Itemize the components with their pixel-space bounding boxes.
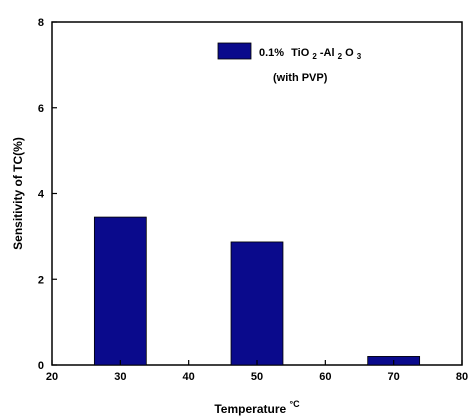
plot-area: 20 30 40 50 60 70 80 0 2 4 6 8 [38,17,468,383]
x-axis-ticks: 20 30 40 50 60 70 80 [46,360,468,383]
x-tick-label: 70 [388,371,400,383]
bar-30 [93,216,147,366]
legend-swatch [217,42,252,60]
legend-label-line1: 0.1% TiO 2 -Al 2 O 3 [259,47,362,62]
x-axis-title: Temperature °C [214,399,300,416]
x-tick-label: 20 [46,371,58,383]
y-axis-ticks: 0 2 4 6 8 [38,17,57,372]
y-tick-label: 6 [38,103,44,115]
x-tick-label: 60 [319,371,331,383]
y-tick-label: 8 [38,17,44,29]
y-tick-label: 4 [38,189,45,201]
y-tick-label: 2 [38,274,44,286]
x-tick-label: 80 [456,371,468,383]
legend-label-line2: (with PVP) [273,72,328,84]
x-tick-label: 30 [114,371,126,383]
x-tick-label: 50 [251,371,263,383]
bar-50 [230,241,284,366]
x-tick-label: 40 [183,371,195,383]
legend: 0.1% TiO 2 -Al 2 O 3 (with PVP) [217,42,362,84]
y-axis-title: Sensitivity of TC(%) [11,137,25,250]
y-tick-label: 0 [38,360,44,372]
bars [93,216,421,366]
